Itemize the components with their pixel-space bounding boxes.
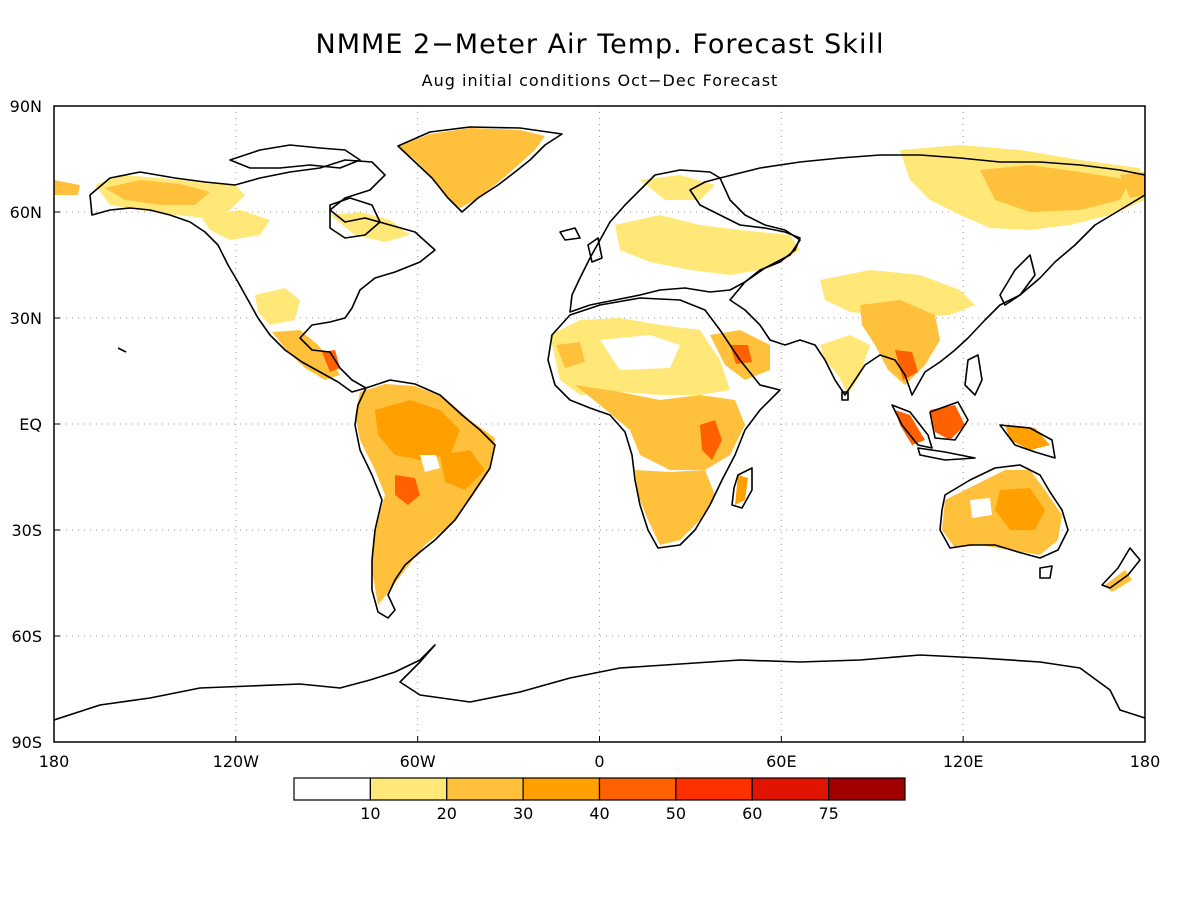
coastline-japan — [999, 254, 1036, 306]
skill-area-sahara-gap — [600, 335, 680, 370]
skill-area-canada — [200, 210, 270, 240]
skill-area-cam — [322, 350, 340, 372]
map-subtitle: Aug initial conditions Oct−Dec Forecast — [422, 71, 779, 90]
colorbar-bin-3 — [522, 777, 601, 801]
colorbar — [293, 777, 906, 801]
coastline-new-guinea — [999, 424, 1056, 459]
colorbar-bin-1 — [369, 777, 448, 801]
colorbar-label-5: 60 — [742, 804, 762, 823]
coastline-iceland — [559, 227, 581, 241]
coastlines — [54, 126, 1145, 721]
colorbar-bin-5 — [675, 777, 753, 801]
lat-tick-label-0: 90N — [10, 97, 42, 116]
coastline-asia — [719, 154, 1145, 396]
coastline-sumatra — [891, 404, 933, 449]
lon-tick-label-6: 180 — [1130, 752, 1161, 771]
skill-area-swus — [255, 288, 300, 325]
lat-tick-label-4: 30S — [11, 521, 42, 540]
lat-tick-label-5: 60S — [11, 627, 42, 646]
lat-tick-label-3: EQ — [19, 415, 42, 434]
colorbar-label-1: 20 — [437, 804, 457, 823]
lon-tick-label-1: 120W — [213, 752, 260, 771]
colorbar-bin-0 — [293, 777, 371, 801]
skill-area-sumatra — [895, 410, 925, 445]
lat-tick-label-1: 60N — [10, 203, 42, 222]
skill-area-sa-gap — [420, 455, 440, 472]
lon-tick-label-4: 60E — [766, 752, 796, 771]
coastline-new-zealand — [1101, 547, 1141, 589]
skill-area-indochina — [860, 300, 940, 385]
lat-tick-labels: 90N 60N 30N EQ 30S 60S 90S — [10, 97, 60, 752]
skill-area-bolivia — [395, 475, 420, 505]
colorbar-bin-4 — [598, 777, 677, 801]
coastline-sri-lanka — [841, 391, 849, 401]
skill-area-mexico — [272, 330, 340, 380]
skill-area-india — [820, 335, 870, 395]
coastline-antarctica — [54, 644, 1145, 721]
coastline-tasmania — [1039, 565, 1053, 579]
coastline-hudson-bay — [329, 197, 381, 239]
colorbar-bin-7 — [828, 777, 906, 801]
colorbar-label-6: 75 — [818, 804, 838, 823]
colorbar-label-3: 40 — [589, 804, 609, 823]
coastline-philippines — [964, 354, 983, 396]
map-title: NMME 2−Meter Air Temp. Forecast Skill — [316, 29, 885, 60]
lon-tick-label-0: 180 — [39, 752, 70, 771]
skill-area-west-africa — [556, 342, 585, 368]
coastline-africa — [547, 297, 781, 549]
lon-tick-label-2: 60W — [400, 752, 436, 771]
lon-tick-label-5: 120E — [943, 752, 984, 771]
colorbar-label-2: 30 — [513, 804, 533, 823]
skill-area-kamchatka — [1120, 172, 1145, 198]
skill-area-greenland — [398, 128, 545, 208]
skill-area-australia-gap — [970, 498, 992, 518]
skill-area-southern-africa — [635, 470, 715, 545]
skill-area-scandinavia — [640, 175, 715, 200]
lat-tick-label-6: 90S — [11, 733, 42, 752]
skill-area-alaska-core — [105, 180, 210, 205]
skill-area-arabia-core — [730, 345, 752, 364]
skill-area-new-guinea — [1005, 425, 1050, 450]
lat-tick-label-2: 30N — [10, 309, 42, 328]
skill-shading — [54, 128, 1145, 605]
coastline-madagascar — [731, 467, 753, 509]
coastline-europe — [569, 169, 801, 313]
colorbar-label-4: 50 — [666, 804, 686, 823]
coastline-uk — [587, 237, 603, 263]
coastline-borneo — [929, 401, 969, 441]
coastline-arctic-islands — [229, 144, 361, 169]
coastline-australia — [939, 464, 1069, 559]
skill-area-madagascar — [735, 475, 748, 505]
skill-area-siberia-core — [980, 165, 1130, 212]
skill-area-europe — [615, 215, 800, 275]
skill-area-brazil-east — [440, 450, 485, 490]
colorbar-bin-6 — [751, 777, 830, 801]
colorbar-bin-2 — [446, 777, 524, 801]
skill-area-borneo — [930, 405, 965, 440]
coastline-north-america — [89, 159, 436, 393]
skill-area-indochina-core — [895, 350, 918, 380]
coastline-greenland — [397, 126, 563, 213]
coastline-hawaii — [117, 347, 127, 353]
lon-tick-labels: 180 120W 60W 0 60E 120E 180 — [39, 736, 1161, 771]
skill-area-australia-core — [995, 488, 1045, 530]
skill-area-central-asia — [820, 270, 975, 318]
colorbar-label-0: 10 — [360, 804, 380, 823]
skill-area-hudson — [330, 212, 410, 242]
skill-area-chukotka — [54, 180, 80, 195]
lon-tick-label-3: 0 — [594, 752, 604, 771]
skill-area-amazon-core — [375, 400, 460, 460]
coastline-java — [917, 447, 976, 461]
skill-area-east-africa — [700, 420, 722, 460]
coastline-south-america — [354, 379, 496, 619]
colorbar-labels: 10 20 30 40 50 60 75 — [360, 804, 839, 823]
